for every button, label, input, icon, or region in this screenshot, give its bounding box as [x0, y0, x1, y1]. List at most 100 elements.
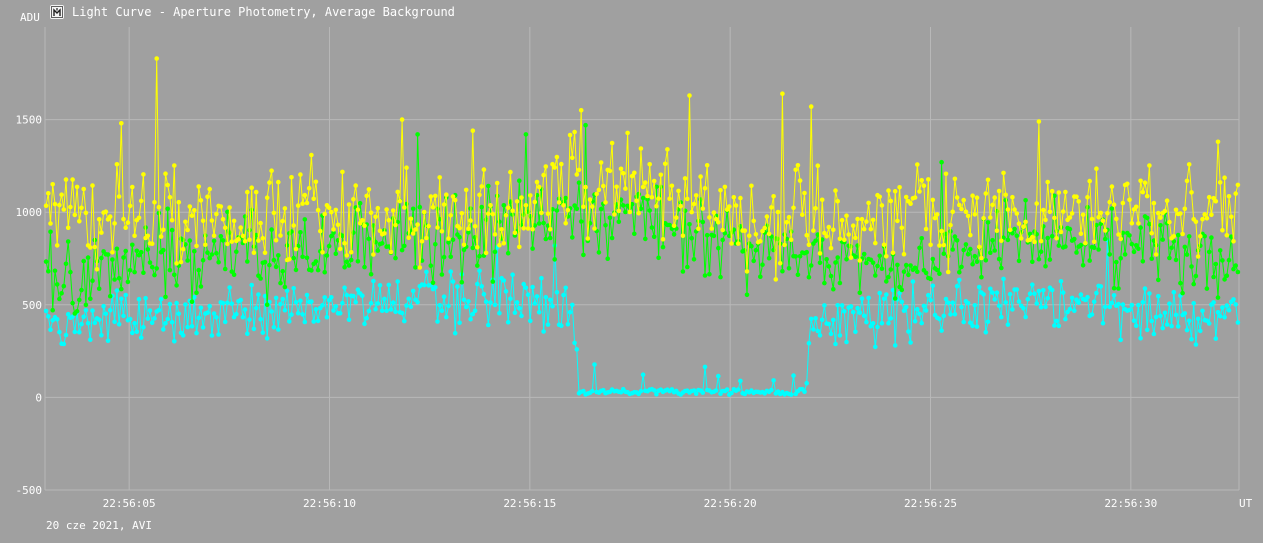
data-point-green [647, 208, 652, 213]
data-point-yellow [1014, 211, 1020, 216]
data-point-green [749, 243, 754, 249]
data-point-yellow [640, 184, 646, 190]
data-point-yellow [769, 205, 774, 210]
data-point-green [450, 237, 456, 242]
data-point-yellow [954, 195, 960, 200]
data-point-yellow [138, 198, 144, 204]
data-point-green [813, 238, 818, 244]
data-point-cyan [948, 312, 953, 317]
light-curve-icon[interactable] [50, 5, 64, 19]
data-point-yellow [957, 202, 962, 208]
data-point-green [632, 231, 637, 237]
data-point-cyan [300, 312, 305, 317]
data-point-yellow [1231, 239, 1236, 244]
data-point-green [930, 256, 936, 262]
data-point-cyan [1151, 331, 1157, 337]
data-point-yellow [479, 184, 485, 189]
data-point-cyan [242, 307, 248, 312]
data-point-green [121, 255, 126, 260]
data-point-cyan [545, 322, 551, 327]
data-point-cyan [298, 298, 303, 304]
data-point-yellow [1167, 219, 1172, 225]
data-point-cyan [974, 324, 980, 329]
data-point-green [691, 257, 697, 262]
data-point-green [671, 232, 677, 237]
data-point-green [1206, 249, 1212, 255]
data-point-cyan [65, 311, 71, 317]
window-title-bar: Light Curve - Aperture Photometry, Avera… [50, 4, 455, 20]
data-point-cyan [815, 328, 821, 334]
data-point-green [57, 296, 62, 302]
data-point-yellow [1018, 236, 1024, 241]
data-point-cyan [119, 296, 124, 302]
data-point-yellow [1195, 254, 1201, 259]
data-point-cyan [1063, 316, 1068, 322]
data-point-cyan [214, 315, 219, 320]
data-point-yellow [187, 204, 193, 209]
data-point-green [844, 257, 849, 262]
data-point-cyan [861, 313, 867, 319]
data-point-yellow [616, 208, 622, 214]
data-point-cyan [899, 299, 905, 305]
data-point-cyan [992, 297, 997, 302]
data-point-green [466, 230, 471, 235]
data-point-green [824, 257, 829, 262]
data-point-cyan [207, 303, 212, 309]
data-point-green [817, 260, 823, 266]
data-point-cyan [156, 307, 162, 313]
data-point-yellow [238, 225, 243, 230]
data-point-yellow [329, 209, 334, 215]
data-point-yellow [417, 265, 423, 270]
data-point-yellow [477, 192, 482, 198]
data-point-cyan [364, 315, 370, 321]
data-point-yellow [320, 250, 325, 255]
data-point-green [114, 246, 120, 252]
data-point-cyan [284, 288, 290, 294]
data-point-yellow [981, 216, 986, 221]
data-point-green [1149, 256, 1154, 262]
data-point-cyan [729, 390, 734, 396]
data-point-yellow [1045, 179, 1050, 185]
data-point-green [1211, 274, 1216, 280]
data-point-yellow [178, 259, 184, 265]
data-point-cyan [941, 313, 947, 319]
data-point-cyan [1007, 291, 1013, 297]
data-point-yellow [351, 197, 356, 202]
data-point-yellow [256, 238, 261, 243]
data-point-yellow [94, 267, 100, 272]
data-point-yellow [738, 195, 743, 201]
data-point-yellow [136, 215, 142, 221]
data-point-yellow [735, 241, 741, 246]
data-point-yellow [1200, 216, 1205, 222]
y-tick-label: 1500 [16, 114, 43, 127]
data-point-green [1078, 242, 1084, 248]
data-point-green [430, 280, 436, 286]
data-point-green [1030, 259, 1035, 265]
data-point-green [293, 267, 299, 273]
data-point-cyan [1034, 301, 1039, 306]
data-point-cyan [826, 321, 832, 327]
data-point-green [780, 268, 785, 274]
data-point-yellow [50, 182, 55, 187]
data-point-green [923, 270, 929, 276]
data-point-cyan [1038, 305, 1044, 310]
data-point-yellow [850, 223, 856, 228]
data-point-green [231, 272, 237, 278]
data-point-green [1235, 269, 1241, 275]
data-point-green [804, 249, 809, 255]
data-point-green [1045, 235, 1050, 241]
data-point-green [1049, 233, 1055, 239]
data-point-yellow [983, 191, 989, 196]
data-point-yellow [945, 269, 951, 275]
data-point-yellow [1007, 227, 1013, 233]
data-point-cyan [470, 311, 476, 317]
data-point-cyan [970, 323, 975, 329]
data-point-green [605, 256, 610, 262]
data-point-yellow [844, 213, 849, 218]
data-point-green [218, 234, 224, 239]
data-point-green [1027, 231, 1033, 237]
data-point-green [96, 286, 102, 292]
data-point-yellow [207, 186, 212, 192]
data-point-cyan [804, 380, 809, 386]
data-point-yellow [70, 177, 75, 182]
